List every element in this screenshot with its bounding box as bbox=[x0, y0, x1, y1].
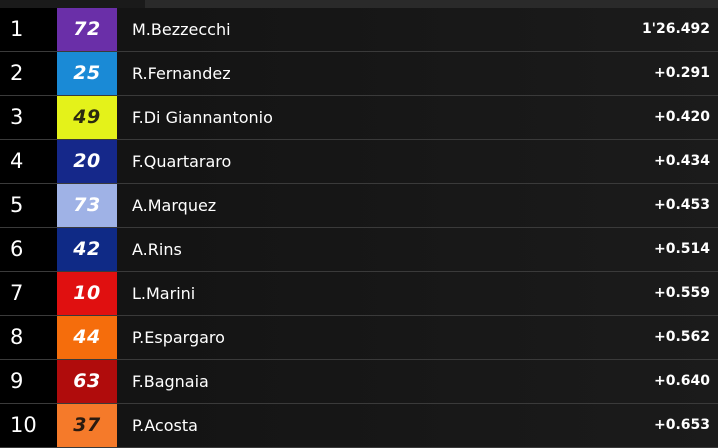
rider-name: A.Marquez bbox=[132, 196, 217, 215]
rider-number-badge: 73 bbox=[57, 184, 117, 227]
position: 8 bbox=[0, 316, 57, 359]
top-bar bbox=[0, 0, 718, 8]
top-bar-highlight bbox=[145, 0, 718, 8]
rider-number-badge: 49 bbox=[57, 96, 117, 139]
rider-name: R.Fernandez bbox=[132, 64, 231, 83]
lap-time: +0.559 bbox=[653, 285, 710, 301]
rider-number-badge: 10 bbox=[57, 272, 117, 315]
rider-number-badge: 72 bbox=[57, 8, 117, 51]
lap-time: 1'26.492 bbox=[641, 21, 710, 37]
position: 2 bbox=[0, 52, 57, 95]
table-row[interactable]: 4 20 F.Quartararo +0.434 bbox=[0, 140, 718, 184]
table-row[interactable]: 6 42 A.Rins +0.514 bbox=[0, 228, 718, 272]
rider-number-badge: 42 bbox=[57, 228, 117, 271]
rider-name: F.Bagnaia bbox=[132, 372, 209, 391]
rider-number-badge: 63 bbox=[57, 360, 117, 403]
rider-name: M.Bezzecchi bbox=[132, 20, 231, 39]
standings-table: 1 72 M.Bezzecchi 1'26.492 2 25 R.Fernande… bbox=[0, 8, 718, 448]
table-row[interactable]: 9 63 F.Bagnaia +0.640 bbox=[0, 360, 718, 404]
position: 7 bbox=[0, 272, 57, 315]
position: 3 bbox=[0, 96, 57, 139]
lap-time: +0.453 bbox=[653, 197, 710, 213]
rider-number-badge: 37 bbox=[57, 404, 117, 447]
rider-number-badge: 25 bbox=[57, 52, 117, 95]
table-row[interactable]: 5 73 A.Marquez +0.453 bbox=[0, 184, 718, 228]
rider-name: P.Acosta bbox=[132, 416, 198, 435]
rider-name: F.Quartararo bbox=[132, 152, 232, 171]
lap-time: +0.653 bbox=[653, 417, 710, 433]
position: 9 bbox=[0, 360, 57, 403]
lap-time: +0.291 bbox=[653, 65, 710, 81]
table-row[interactable]: 10 37 P.Acosta +0.653 bbox=[0, 404, 718, 448]
rider-name: A.Rins bbox=[132, 240, 182, 259]
lap-time: +0.514 bbox=[653, 241, 710, 257]
table-row[interactable]: 1 72 M.Bezzecchi 1'26.492 bbox=[0, 8, 718, 52]
table-row[interactable]: 8 44 P.Espargaro +0.562 bbox=[0, 316, 718, 360]
rider-number-badge: 44 bbox=[57, 316, 117, 359]
position: 5 bbox=[0, 184, 57, 227]
table-row[interactable]: 2 25 R.Fernandez +0.291 bbox=[0, 52, 718, 96]
table-row[interactable]: 3 49 F.Di Giannantonio +0.420 bbox=[0, 96, 718, 140]
rider-name: L.Marini bbox=[132, 284, 196, 303]
rider-name: F.Di Giannantonio bbox=[132, 108, 273, 127]
position: 10 bbox=[0, 404, 57, 447]
position: 6 bbox=[0, 228, 57, 271]
lap-time: +0.562 bbox=[653, 329, 710, 345]
lap-time: +0.420 bbox=[653, 109, 710, 125]
rider-number-badge: 20 bbox=[57, 140, 117, 183]
rider-name: P.Espargaro bbox=[132, 328, 225, 347]
lap-time: +0.640 bbox=[653, 373, 710, 389]
position: 1 bbox=[0, 8, 57, 51]
position: 4 bbox=[0, 140, 57, 183]
lap-time: +0.434 bbox=[653, 153, 710, 169]
table-row[interactable]: 7 10 L.Marini +0.559 bbox=[0, 272, 718, 316]
